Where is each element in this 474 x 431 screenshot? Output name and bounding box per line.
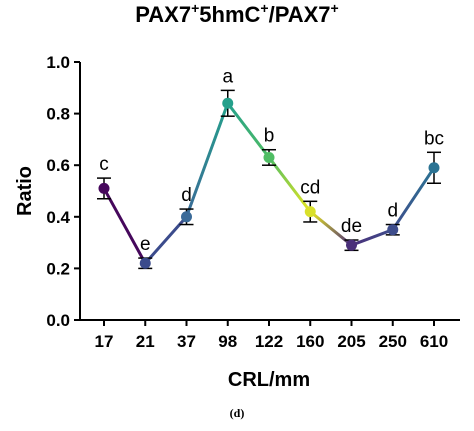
data-point (98, 182, 110, 194)
series-segment (350, 228, 395, 247)
y-tick-label: 0.8 (46, 105, 70, 124)
tick-labels: 0.0 0.2 0.4 0.6 0.8 1.0 17 21 37 98 122 160 205 250 61… (46, 53, 448, 351)
x-tick-label: 37 (177, 332, 196, 351)
data-point (139, 257, 151, 269)
chart-title: PAX7+5hmC+/PAX7+ (135, 0, 339, 27)
series-segment (391, 166, 436, 232)
x-tick-label: 98 (218, 332, 237, 351)
x-tick-label: 160 (296, 332, 324, 351)
data-point (222, 97, 234, 109)
data-point (428, 162, 440, 174)
series-segment (102, 186, 147, 265)
significance-letter: e (140, 234, 151, 255)
series-segment (226, 101, 271, 159)
data-point (304, 206, 316, 218)
x-tick-label: 250 (379, 332, 407, 351)
y-tick-label: 0.4 (46, 208, 70, 227)
significance-letter: c (99, 154, 109, 175)
data-point (263, 151, 275, 163)
y-tick-label: 0.0 (46, 311, 70, 330)
y-tick-label: 1.0 (46, 53, 70, 72)
x-tick-label: 21 (136, 332, 155, 351)
y-axis-label: Ratio (14, 166, 36, 216)
series-segment (143, 215, 188, 265)
significance-letter: de (341, 216, 362, 237)
x-tick-label: 17 (95, 332, 114, 351)
significance-letter: cd (300, 177, 320, 198)
panel-label: (d) (229, 406, 245, 420)
x-tick-label: 122 (255, 332, 283, 351)
significance-letter: d (181, 185, 192, 206)
series-segment (267, 155, 312, 214)
x-tick-label: 205 (337, 332, 365, 351)
x-tick-label: 610 (420, 332, 448, 351)
significance-letter: bc (424, 128, 444, 149)
x-axis-label: CRL/mm (228, 369, 310, 391)
data-point (346, 239, 357, 251)
significance-letter: a (222, 66, 233, 87)
series-segment (185, 101, 230, 219)
data-point (387, 224, 399, 236)
axes (74, 61, 460, 326)
data-points (98, 97, 440, 269)
data-point (181, 211, 192, 223)
y-tick-label: 0.6 (46, 156, 70, 175)
significance-letter: d (387, 201, 398, 222)
significance-letter: b (264, 126, 275, 147)
y-tick-label: 0.2 (46, 259, 70, 278)
